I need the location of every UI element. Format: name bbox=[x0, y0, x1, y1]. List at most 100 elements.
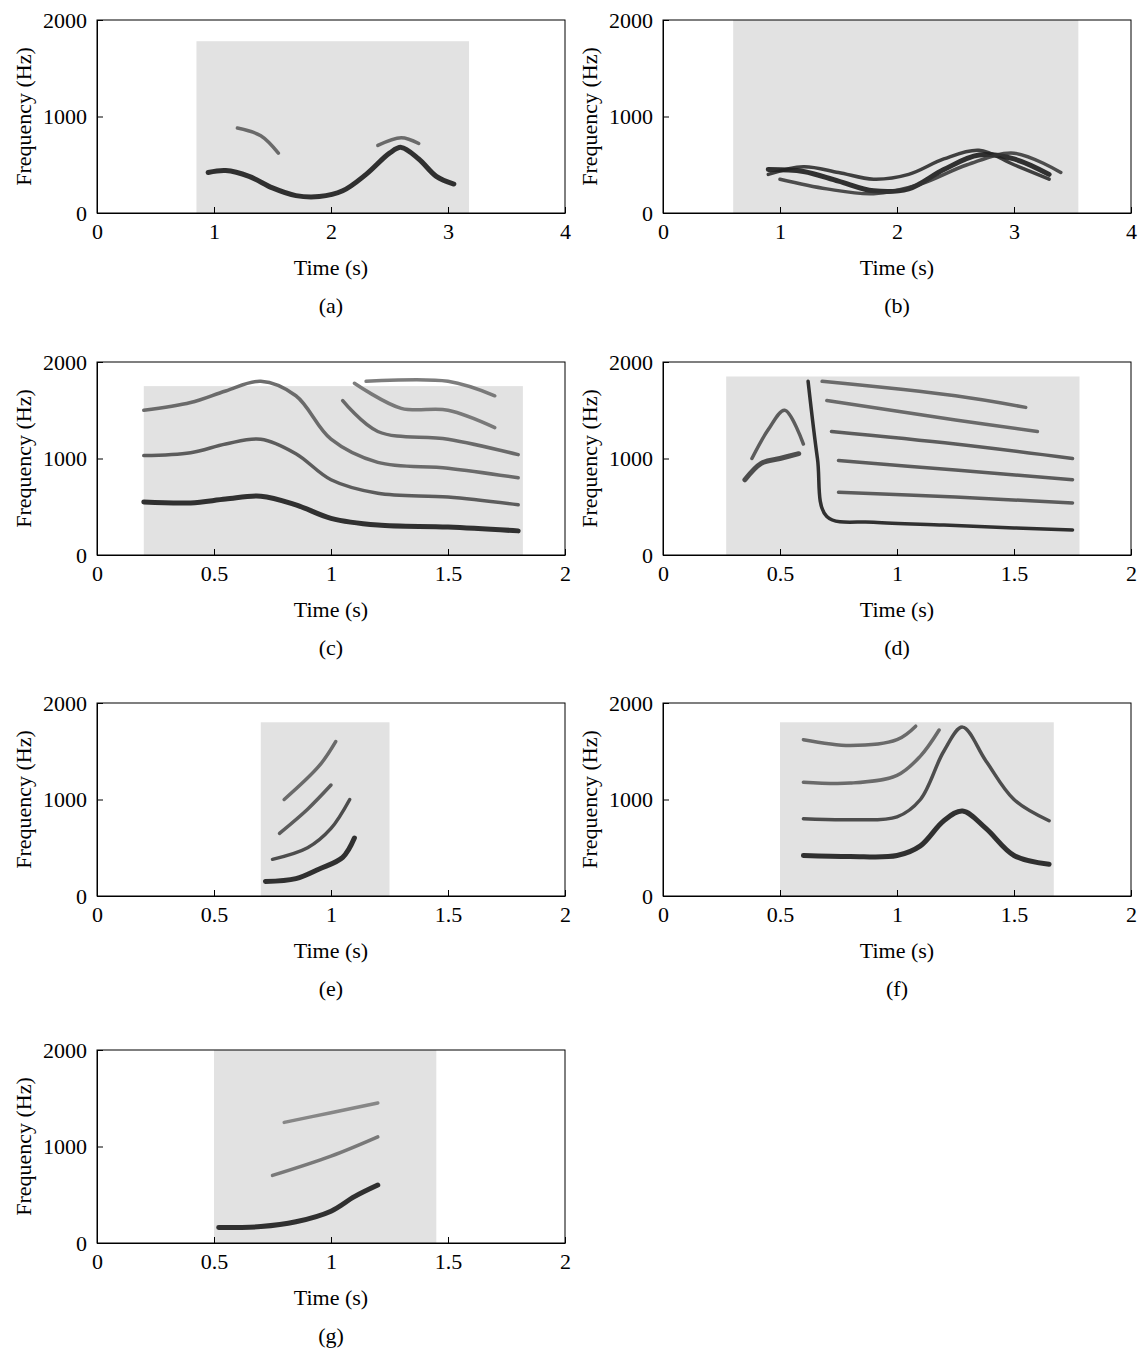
x-tick: 1.5 bbox=[435, 549, 463, 586]
x-axis-line bbox=[98, 1243, 566, 1244]
plot-frame bbox=[97, 703, 565, 896]
contour-line bbox=[144, 439, 518, 505]
y-tick-mark bbox=[97, 362, 103, 363]
y-axis-title: Frequency (Hz) bbox=[577, 47, 602, 186]
x-tick-label: 1.5 bbox=[435, 902, 463, 927]
plot-frame bbox=[663, 362, 1131, 555]
x-tick-label: 2 bbox=[892, 219, 903, 244]
signal-region bbox=[214, 1050, 436, 1243]
y-tick-mark bbox=[663, 20, 669, 21]
signal-region bbox=[780, 722, 1054, 896]
x-tick-mark bbox=[780, 207, 781, 213]
x-tick-mark bbox=[448, 549, 449, 555]
x-tick-label: 1.5 bbox=[435, 561, 463, 586]
contour-line bbox=[354, 383, 494, 427]
plot-area bbox=[780, 722, 1054, 896]
x-tick-mark bbox=[214, 890, 215, 896]
y-tick-label: 1000 bbox=[43, 787, 87, 812]
contour-line bbox=[831, 431, 1072, 458]
contour-line bbox=[208, 147, 454, 197]
plot-area bbox=[196, 41, 469, 213]
x-tick-label: 1 bbox=[892, 561, 903, 586]
y-tick: 1000 bbox=[609, 104, 669, 129]
x-axis-title: Time (s) bbox=[294, 1285, 368, 1310]
y-tick: 2000 bbox=[43, 691, 103, 716]
y-tick: 2000 bbox=[43, 1038, 103, 1063]
x-axis: 01234 bbox=[92, 207, 571, 244]
contour-line bbox=[803, 726, 915, 745]
x-tick: 1 bbox=[326, 1237, 337, 1274]
panel: 00.511.52010002000Frequency (Hz)Time (s)… bbox=[577, 691, 1137, 1001]
x-tick-label: 2 bbox=[560, 902, 571, 927]
y-tick-mark bbox=[97, 1243, 103, 1244]
y-tick-label: 0 bbox=[642, 543, 653, 568]
x-tick: 2 bbox=[560, 890, 571, 927]
plot-area bbox=[733, 20, 1078, 213]
y-tick-label: 0 bbox=[642, 884, 653, 909]
x-axis-title: Time (s) bbox=[294, 255, 368, 280]
x-tick: 2 bbox=[560, 1237, 571, 1274]
signal-region bbox=[726, 376, 1079, 555]
y-tick: 2000 bbox=[609, 691, 669, 716]
y-tick-mark bbox=[663, 213, 669, 214]
contour-line bbox=[378, 138, 419, 146]
x-tick-mark bbox=[1014, 890, 1015, 896]
x-tick-mark bbox=[331, 549, 332, 555]
y-axis: 010002000 bbox=[609, 350, 669, 568]
panel-caption: (b) bbox=[884, 293, 910, 318]
x-tick: 0.5 bbox=[201, 549, 229, 586]
y-tick-mark bbox=[97, 117, 103, 118]
contour-line bbox=[273, 1137, 378, 1176]
signal-region bbox=[733, 20, 1078, 213]
x-tick: 0.5 bbox=[767, 549, 795, 586]
y-axis: 010002000 bbox=[609, 8, 669, 226]
x-tick-label: 3 bbox=[443, 219, 454, 244]
x-tick: 0.5 bbox=[201, 890, 229, 927]
y-tick-label: 0 bbox=[76, 201, 87, 226]
y-axis-title: Frequency (Hz) bbox=[11, 730, 36, 869]
y-tick: 0 bbox=[76, 201, 103, 226]
y-tick: 2000 bbox=[609, 350, 669, 375]
x-tick-mark bbox=[1131, 549, 1132, 555]
y-tick-label: 2000 bbox=[43, 350, 87, 375]
x-tick-label: 0 bbox=[658, 561, 669, 586]
y-tick-mark bbox=[663, 896, 669, 897]
x-tick-label: 1 bbox=[326, 902, 337, 927]
panel: 00.511.52010002000Frequency (Hz)Time (s)… bbox=[11, 350, 571, 660]
x-tick: 3 bbox=[1009, 207, 1020, 244]
contour-line bbox=[839, 492, 1073, 503]
panel-caption: (g) bbox=[318, 1323, 344, 1348]
y-axis-title: Frequency (Hz) bbox=[11, 47, 36, 186]
y-tick-mark bbox=[663, 800, 669, 801]
x-tick-label: 1.5 bbox=[435, 1249, 463, 1274]
y-tick-mark bbox=[97, 213, 103, 214]
contour-line bbox=[237, 128, 278, 153]
y-tick: 0 bbox=[76, 884, 103, 909]
x-tick: 0.5 bbox=[767, 890, 795, 927]
x-tick: 1.5 bbox=[435, 890, 463, 927]
x-tick-mark bbox=[1014, 207, 1015, 213]
x-tick: 1 bbox=[209, 207, 220, 244]
x-axis: 00.511.52 bbox=[92, 549, 571, 586]
y-tick-mark bbox=[663, 117, 669, 118]
contour-line bbox=[808, 381, 1072, 530]
x-tick: 1 bbox=[775, 207, 786, 244]
y-tick-label: 1000 bbox=[609, 787, 653, 812]
x-tick: 2 bbox=[560, 549, 571, 586]
x-tick-label: 1 bbox=[209, 219, 220, 244]
x-tick: 2 bbox=[1126, 549, 1137, 586]
x-tick: 1 bbox=[892, 890, 903, 927]
x-tick-label: 0 bbox=[92, 219, 103, 244]
x-tick-mark bbox=[1131, 890, 1132, 896]
x-tick: 1.5 bbox=[435, 1237, 463, 1274]
y-tick-label: 2000 bbox=[43, 1038, 87, 1063]
x-tick-label: 2 bbox=[326, 219, 337, 244]
x-tick: 1.5 bbox=[1001, 549, 1029, 586]
y-tick: 0 bbox=[76, 1231, 103, 1256]
x-tick-label: 0.5 bbox=[201, 902, 229, 927]
plot-frame bbox=[663, 703, 1131, 896]
x-axis: 00.511.52 bbox=[92, 890, 571, 927]
y-tick-label: 0 bbox=[76, 884, 87, 909]
y-tick-mark bbox=[663, 703, 669, 704]
contour-line bbox=[219, 1185, 378, 1227]
